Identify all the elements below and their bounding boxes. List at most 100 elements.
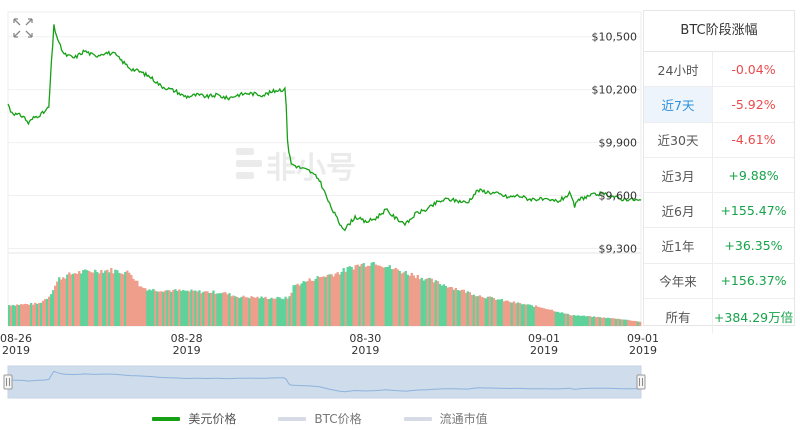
volume-bar [176, 290, 179, 326]
volume-bar [18, 305, 21, 326]
change-cell: +155.47% [720, 202, 787, 218]
navigator-line [7, 370, 642, 393]
navigator-left-handle[interactable] [3, 374, 13, 390]
volume-bar [626, 319, 630, 326]
volume-bar [240, 296, 243, 326]
volume-bar [72, 273, 75, 326]
volume-bar [84, 269, 87, 326]
legend-label: 流通市值 [439, 412, 488, 426]
table-row: 近1年 +36.35% [644, 228, 794, 264]
volume-bar [604, 318, 608, 326]
volume-bar [206, 291, 209, 326]
volume-bar [428, 277, 431, 326]
volume-bar [182, 289, 185, 326]
volume-bar [268, 298, 271, 326]
volume-bar [622, 319, 626, 326]
volume-bar [48, 296, 51, 326]
period-cell[interactable]: 所有 [644, 299, 713, 334]
volume-bar [114, 269, 117, 326]
volume-bar [200, 293, 203, 326]
period-cell[interactable]: 近3月 [644, 157, 713, 193]
volume-bar [148, 289, 151, 326]
volume-bar [42, 300, 45, 326]
price-line-group [7, 24, 642, 232]
volume-bar [504, 300, 508, 326]
volume-bar [344, 271, 347, 326]
volume-bar [32, 304, 35, 326]
volume-bar [34, 302, 37, 326]
volume-bar [56, 281, 59, 326]
volume-bar [124, 271, 127, 326]
volume-bar [484, 298, 488, 326]
watermark: 非小号 [236, 148, 356, 186]
period-cell[interactable]: 近7天 [644, 87, 713, 122]
volume-bar [480, 296, 484, 326]
period-cell[interactable]: 今年来 [644, 263, 713, 299]
legend-item[interactable]: 美元价格 [152, 410, 236, 427]
volume-bar [406, 274, 409, 326]
period-cell[interactable]: 24小时 [644, 52, 713, 87]
volume-bar [102, 272, 105, 326]
volume-bar [186, 290, 189, 326]
legend-item[interactable]: BTC价格 [278, 410, 362, 427]
expand-arrows-icon[interactable] [12, 17, 34, 39]
volume-bar [40, 302, 43, 326]
volume-bar [444, 285, 447, 326]
navigator-right-handle[interactable] [636, 374, 646, 390]
volume-bar [76, 273, 79, 326]
volume-bar [264, 296, 267, 326]
volume-bar [224, 292, 227, 326]
volume-bar [140, 286, 143, 326]
volume-bar [86, 270, 89, 326]
navigator-selection[interactable] [7, 365, 642, 399]
volume-bar [352, 269, 355, 326]
volume-bar [552, 311, 556, 326]
volume-bar [396, 269, 399, 326]
volume-bar [412, 275, 415, 326]
volume-bar [198, 290, 201, 326]
table-row: 今年来 +156.37% [644, 263, 794, 300]
volume-bar [418, 279, 421, 326]
volume-bar [560, 312, 564, 326]
volume-bar [600, 317, 604, 326]
volume-bar [66, 274, 69, 326]
volume-bar [172, 289, 175, 326]
volume-bar [338, 274, 341, 326]
volume-bar [280, 298, 283, 326]
volume-bar [452, 289, 456, 326]
table-title: BTC阶段涨幅 [644, 11, 794, 52]
volume-bar [368, 265, 371, 326]
volume-bar [14, 305, 17, 326]
volume-bar [16, 304, 19, 326]
volume-bar [94, 269, 97, 326]
volume-bar [606, 317, 610, 326]
volume-bar [204, 291, 207, 326]
volume-bar [156, 291, 159, 326]
volume-bar [498, 299, 502, 326]
volume-bar [534, 305, 538, 326]
volume-bar [178, 289, 181, 326]
volume-bar [578, 315, 582, 326]
change-cell: +384.29万倍 [713, 309, 794, 325]
volume-bar [556, 311, 560, 326]
volume-bar [450, 287, 454, 326]
volume-bar [74, 273, 77, 326]
period-cell[interactable]: 近1年 [644, 228, 713, 263]
volume-bar [612, 318, 616, 326]
volume-bar [80, 273, 83, 326]
period-cell[interactable]: 近30天 [644, 122, 713, 157]
period-cell[interactable]: 近6月 [644, 193, 713, 228]
volume-bar [402, 272, 405, 326]
volume-bar [38, 302, 41, 326]
volume-bar [440, 285, 443, 326]
legend-item[interactable]: 流通市值 [403, 410, 488, 427]
volume-bar [548, 309, 552, 326]
range-navigator[interactable] [3, 365, 646, 399]
volume-bar [596, 316, 600, 326]
volume-bar [346, 267, 349, 326]
x-tick-date: 09-01 [627, 332, 659, 345]
volume-bar [138, 286, 141, 326]
volume-bar [294, 284, 297, 326]
volume-bar [260, 296, 263, 326]
volume-bar [410, 272, 413, 326]
